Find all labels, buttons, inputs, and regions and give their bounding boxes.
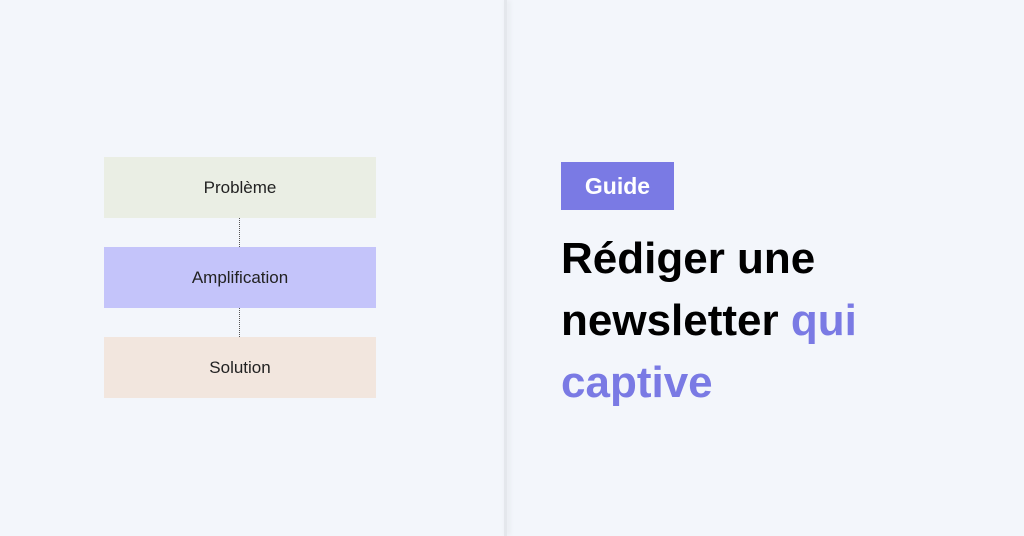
connector-line bbox=[239, 218, 240, 247]
step-box-amplification: Amplification bbox=[104, 247, 376, 308]
connector-line bbox=[239, 308, 240, 337]
badge-label: Guide bbox=[584, 172, 651, 199]
title-line-2: newsletter bbox=[561, 296, 779, 345]
title-highlight-1: qui bbox=[790, 296, 857, 345]
title-highlight-2: captive bbox=[561, 358, 713, 407]
step-label: Problème bbox=[203, 177, 277, 197]
step-box-probleme: Problème bbox=[104, 157, 376, 218]
step-label: Amplification bbox=[191, 267, 289, 287]
step-box-solution: Solution bbox=[104, 337, 376, 398]
guide-badge: Guide bbox=[561, 162, 674, 210]
panel-divider bbox=[504, 0, 507, 536]
step-label: Solution bbox=[209, 357, 271, 377]
page-title: Rédiger une newsletter qui captive bbox=[561, 228, 961, 414]
title-line-1: Rédiger une bbox=[561, 234, 816, 283]
